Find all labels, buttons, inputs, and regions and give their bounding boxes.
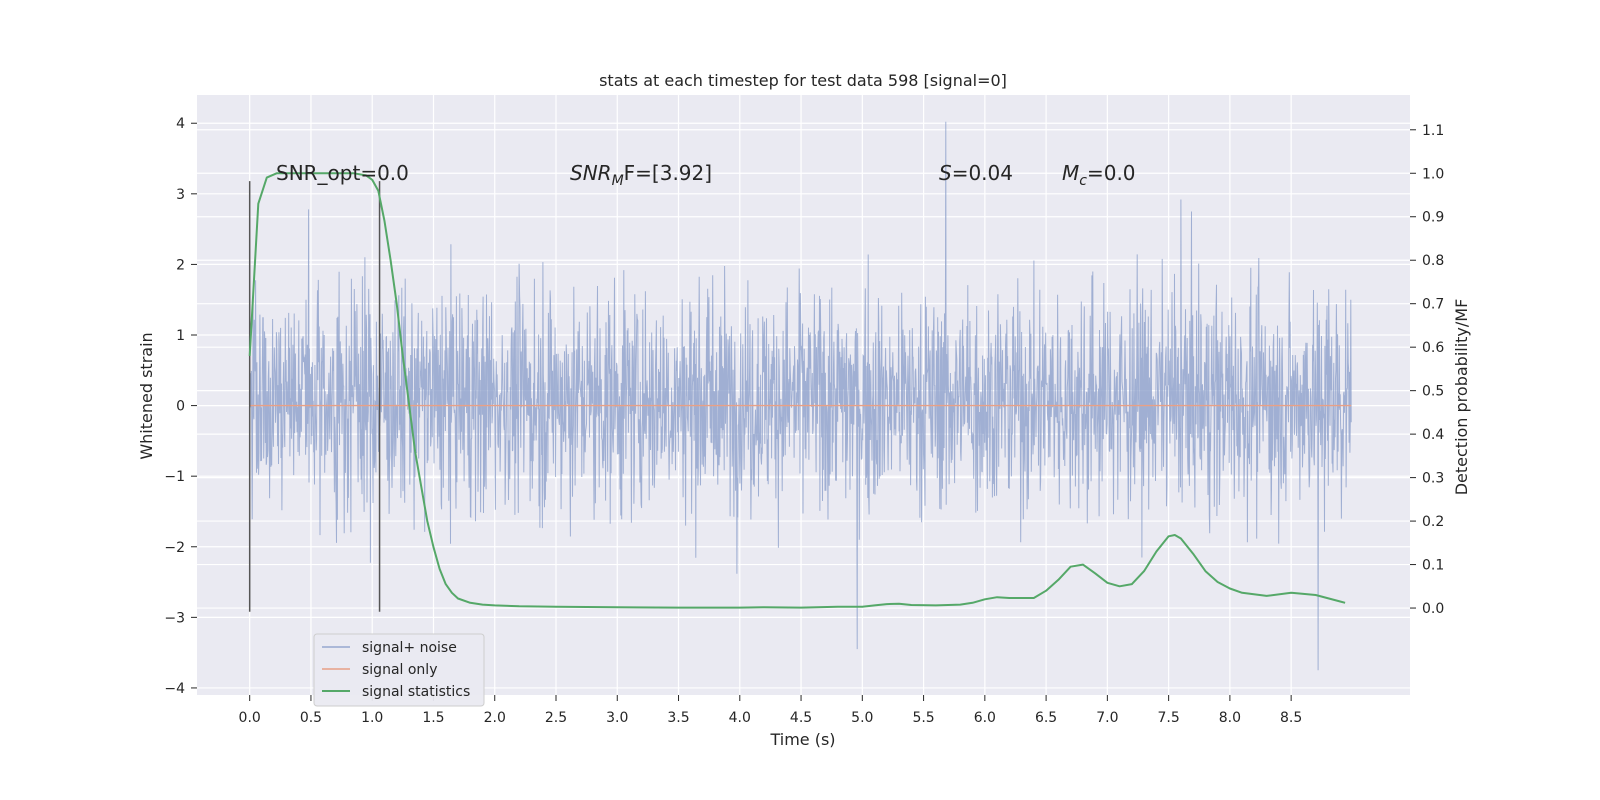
- signal-noise-line: [249, 121, 1352, 671]
- x-tick-label-3: 1.5: [422, 710, 444, 726]
- mc-symbol: M: [1062, 161, 1079, 185]
- y-right-tick-label-8: 0.8: [1422, 253, 1444, 269]
- x-tick-label-11: 5.5: [912, 710, 934, 726]
- y-left-tick-label-5: 1: [176, 328, 185, 344]
- window-markers: [248, 181, 381, 612]
- snr-mf-symbol: SNR: [570, 161, 612, 185]
- y-left-tick-label-3: −1: [164, 469, 185, 485]
- y-right-tick-label-10: 1.0: [1422, 166, 1444, 182]
- y-axis-left: −4 −3 −2 −1 0 1 2 3 4: [164, 116, 197, 697]
- x-tick-label-12: 6.0: [974, 710, 996, 726]
- legend-label-signal-noise: signal+ noise: [362, 640, 457, 656]
- x-tick-label-16: 8.0: [1219, 710, 1241, 726]
- x-tick-label-10: 5.0: [851, 710, 873, 726]
- y-right-tick-label-6: 0.6: [1422, 340, 1444, 356]
- x-tick-label-6: 3.0: [606, 710, 628, 726]
- snr-opt-annotation: SNR_opt=0.0: [276, 161, 409, 185]
- snr-mf-subscript: M: [612, 173, 624, 189]
- y-axis-label-right: Detection probability/MF: [1452, 299, 1471, 496]
- y-right-tick-label-11: 1.1: [1422, 123, 1444, 139]
- y-right-tick-label-0: 0.0: [1422, 601, 1444, 617]
- legend: signal+ noise signal only signal statist…: [313, 633, 485, 707]
- signal-statistics-series: [248, 172, 1346, 609]
- y-right-tick-label-1: 0.1: [1422, 558, 1444, 574]
- mc-annotation: Mc=0.0: [1062, 161, 1136, 189]
- legend-label-signal-statistics: signal statistics: [362, 684, 470, 700]
- signal-noise-series: [249, 121, 1352, 671]
- x-tick-label-1: 0.5: [300, 710, 322, 726]
- chart-title: stats at each timestep for test data 598…: [599, 71, 1007, 90]
- signal-statistics-line: [248, 172, 1346, 609]
- y-axis-label-left: Whitened strain: [137, 332, 156, 459]
- y-right-tick-label-7: 0.7: [1422, 297, 1444, 313]
- y-left-tick-label-4: 0: [176, 399, 185, 415]
- y-axis-right: 0.0 0.1 0.2 0.3 0.4 0.5 0.6 0.7 0.8 0.9 1.0 1.1: [1410, 123, 1444, 617]
- y-left-tick-label-1: −3: [164, 610, 185, 626]
- legend-label-signal-only: signal only: [362, 662, 437, 678]
- snr-mf-annotation: SNRMF=[3.92]: [570, 161, 712, 189]
- x-tick-label-4: 2.0: [484, 710, 506, 726]
- y-left-tick-label-7: 3: [176, 187, 185, 203]
- y-left-tick-label-0: −4: [164, 681, 185, 697]
- y-left-tick-label-2: −2: [164, 540, 185, 556]
- s-value: =0.04: [952, 161, 1013, 185]
- snr-mf-value: F=[3.92]: [624, 161, 712, 185]
- mc-value: =0.0: [1087, 161, 1136, 185]
- x-axis: 0.0 0.5 1.0 1.5 2.0 2.5 3.0 3.5 4.0 4.5 5.0 5.5 6.0 6…: [239, 695, 1302, 726]
- y-right-tick-label-5: 0.5: [1422, 384, 1444, 400]
- y-right-tick-label-2: 0.2: [1422, 514, 1444, 530]
- x-tick-label-15: 7.5: [1157, 710, 1179, 726]
- x-tick-label-2: 1.0: [361, 710, 383, 726]
- s-annotation: S=0.04: [939, 161, 1013, 185]
- s-symbol: S: [939, 161, 952, 185]
- y-left-tick-label-8: 4: [176, 116, 185, 132]
- x-tick-label-7: 3.5: [667, 710, 689, 726]
- x-tick-label-14: 7.0: [1096, 710, 1118, 726]
- mc-subscript: c: [1079, 173, 1087, 189]
- x-axis-label: Time (s): [769, 730, 835, 749]
- x-tick-label-5: 2.5: [545, 710, 567, 726]
- x-tick-label-9: 4.5: [790, 710, 812, 726]
- y-right-tick-label-4: 0.4: [1422, 427, 1444, 443]
- y-right-tick-label-3: 0.3: [1422, 471, 1444, 487]
- y-right-tick-label-9: 0.9: [1422, 210, 1444, 226]
- legend-box: [313, 633, 485, 707]
- y-left-tick-label-6: 2: [176, 257, 185, 273]
- x-tick-label-13: 6.5: [1035, 710, 1057, 726]
- x-tick-label-0: 0.0: [239, 710, 261, 726]
- x-tick-label-17: 8.5: [1280, 710, 1302, 726]
- x-tick-label-8: 4.0: [729, 710, 751, 726]
